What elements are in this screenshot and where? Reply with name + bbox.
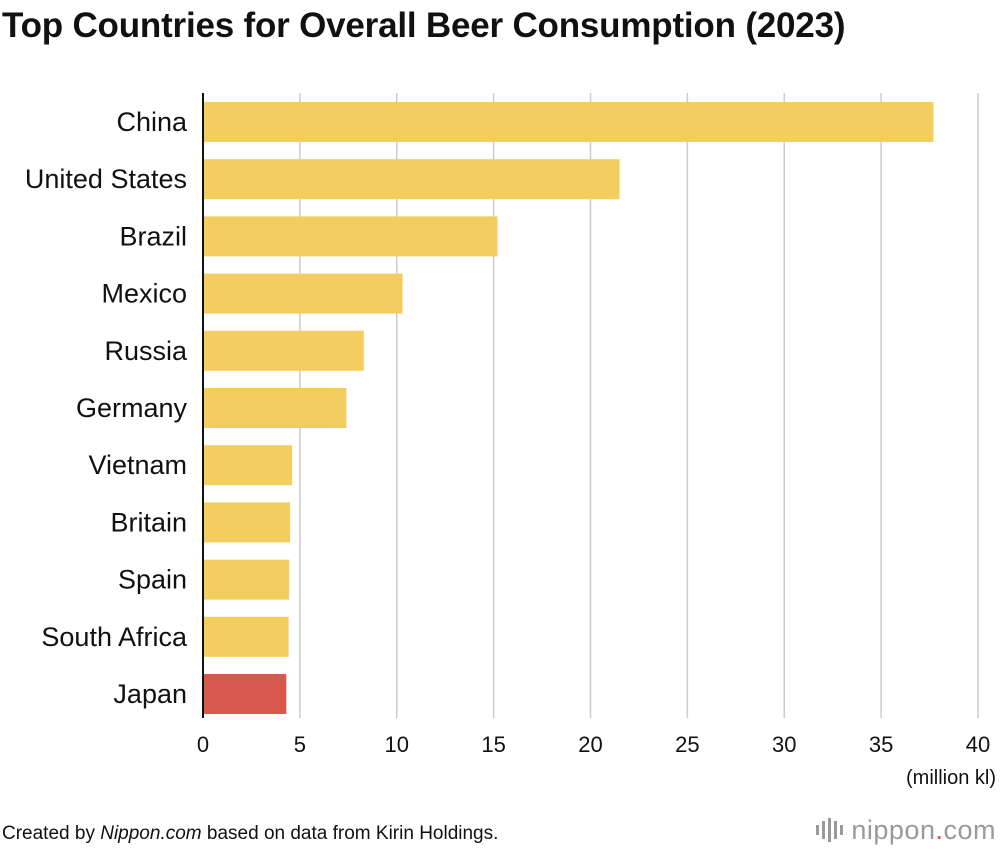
x-tick-35: 35	[869, 732, 893, 757]
category-label-spain: Spain	[118, 565, 187, 595]
bar-brazil	[203, 216, 498, 257]
chart-title: Top Countries for Overall Beer Consumpti…	[2, 6, 846, 45]
source-suffix: based on data from Kirin Holdings.	[201, 823, 499, 844]
logo-mark-icon	[816, 818, 844, 842]
source-name: Nippon.com	[100, 823, 202, 844]
bar-germany	[203, 388, 347, 428]
x-tick-40: 40	[966, 732, 990, 757]
category-label-mexico: Mexico	[101, 279, 187, 309]
category-label-germany: Germany	[76, 393, 188, 423]
bar-vietnam	[203, 445, 293, 486]
bar-south-africa	[203, 616, 289, 657]
source-prefix: Created by	[2, 823, 101, 844]
category-label-china: China	[116, 107, 188, 137]
category-label-united-states: United States	[25, 164, 187, 194]
category-label-russia: Russia	[104, 336, 188, 366]
bar-chart: China United States Brazil Mexico Russia Germ…	[25, 93, 996, 789]
category-label-vietnam: Vietnam	[88, 450, 187, 480]
category-label-south-africa: South Africa	[41, 622, 188, 652]
bar-united-states	[203, 159, 620, 200]
logo-name: nippon	[851, 814, 936, 845]
x-tick-30: 30	[772, 732, 796, 757]
x-tick-5: 5	[294, 732, 306, 757]
nippon-logo: nippon.com	[816, 812, 996, 848]
logo-dot: .	[935, 814, 944, 845]
category-label-japan: Japan	[113, 679, 187, 709]
category-label-brazil: Brazil	[119, 221, 187, 251]
source-note: Created by Nippon.com based on data from…	[2, 823, 498, 845]
logo-text: nippon.com	[851, 815, 996, 846]
bar-spain	[203, 559, 290, 600]
category-labels: China United States Brazil Mexico Russia Germ…	[25, 107, 188, 709]
bars	[203, 102, 934, 714]
bar-russia	[203, 330, 364, 371]
x-tick-25: 25	[675, 732, 699, 757]
bar-britain	[203, 502, 291, 543]
x-tick-15: 15	[481, 732, 505, 757]
bar-japan	[203, 674, 287, 714]
x-tick-10: 10	[385, 732, 409, 757]
x-tick-20: 20	[578, 732, 602, 757]
logo-tld: com	[943, 814, 996, 845]
x-tick-0: 0	[197, 732, 209, 757]
bar-china	[203, 102, 934, 142]
x-axis-unit-label: (million kl)	[906, 767, 996, 789]
x-tick-labels: 0 5 10 15 20 25 30 35 40	[197, 732, 990, 757]
bar-mexico	[203, 273, 403, 314]
category-label-britain: Britain	[110, 507, 187, 537]
